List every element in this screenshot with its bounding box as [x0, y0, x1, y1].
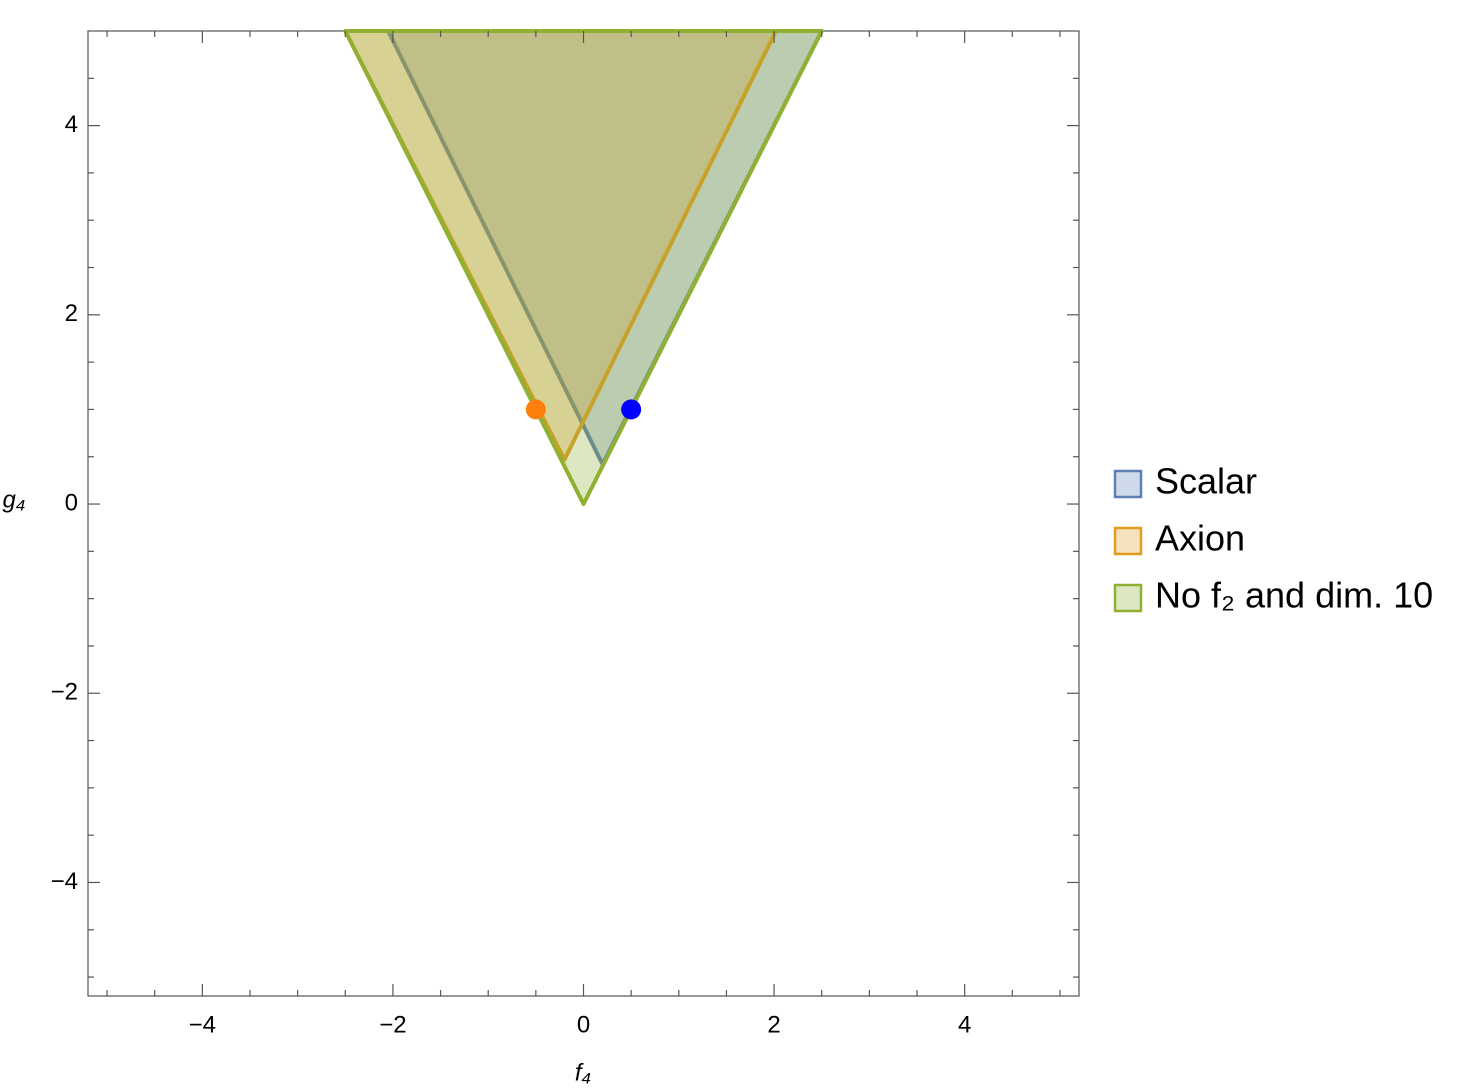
legend-swatch	[1113, 469, 1143, 499]
y-tick-label: 2	[65, 300, 78, 327]
legend-label: Scalar	[1155, 461, 1257, 502]
x-tick-label: 4	[958, 1011, 971, 1038]
x-tick-label: 0	[577, 1011, 590, 1038]
legend-label: No f₂ and dim. 10	[1155, 575, 1433, 616]
x-tick-label: −2	[379, 1011, 406, 1038]
y-tick-label: 4	[65, 111, 78, 138]
region	[343, 29, 824, 507]
y-axis-label: g₄	[3, 486, 26, 513]
point	[621, 399, 642, 420]
x-tick-label: −4	[189, 1011, 216, 1038]
legend-swatch	[1113, 583, 1143, 613]
y-tick-label: 0	[65, 489, 78, 516]
legend-label: Axion	[1155, 518, 1245, 559]
point	[525, 399, 546, 420]
y-tick-label: −4	[51, 868, 78, 895]
legend-swatch	[1113, 526, 1143, 556]
x-axis-label: f₄	[575, 1059, 591, 1086]
y-tick-label: −2	[51, 679, 78, 706]
x-tick-label: 2	[767, 1011, 780, 1038]
